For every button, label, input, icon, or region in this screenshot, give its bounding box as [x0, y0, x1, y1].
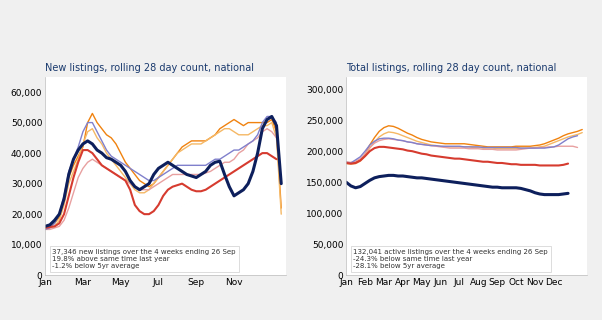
Text: 132,041 active listings over the 4 weeks ending 26 Sep
-24.3% below same time la: 132,041 active listings over the 4 weeks…	[353, 249, 548, 269]
Text: 37,346 new listings over the 4 weeks ending 26 Sep
19.8% above same time last ye: 37,346 new listings over the 4 weeks end…	[52, 249, 236, 269]
Text: Total listings, rolling 28 day count, national: Total listings, rolling 28 day count, na…	[346, 63, 556, 73]
Text: New listings, rolling 28 day count, national: New listings, rolling 28 day count, nati…	[45, 63, 254, 73]
